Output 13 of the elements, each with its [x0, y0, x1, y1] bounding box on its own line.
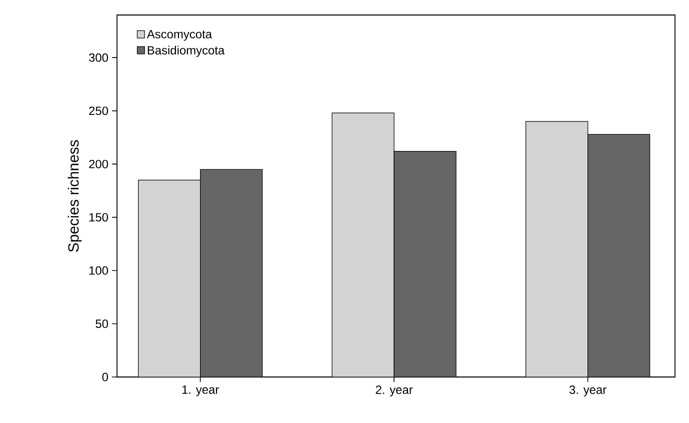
y-tick-label: 200 [89, 160, 108, 168]
y-tick-label: 250 [89, 106, 108, 116]
x-tick-label: 1. year [182, 386, 219, 396]
x-tick-label: 3. year [569, 386, 606, 396]
legend-label: Ascomycota [146, 30, 212, 41]
legend-label: Basidiomycota [148, 46, 225, 57]
y-tick-label: 100 [89, 266, 108, 275]
y-axis-title: Species richness [68, 140, 82, 252]
y-tick-label: 0 [102, 372, 108, 382]
y-tick-label: 300 [88, 53, 108, 62]
y-tick-label: 150 [89, 213, 108, 222]
y-tick-label: 50 [96, 320, 108, 328]
x-tick-label: 2. year [376, 386, 413, 396]
